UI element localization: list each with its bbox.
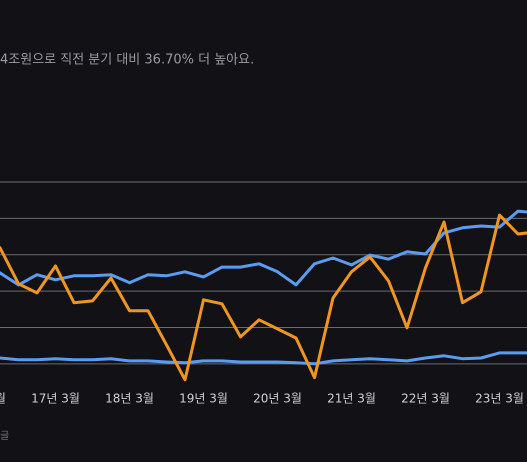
x-tick-label: 20년 3월	[253, 392, 302, 406]
x-tick-label: 21년 3월	[327, 392, 376, 406]
x-tick-label: 19년 3월	[179, 392, 228, 406]
x-tick-label: 17년 3월	[31, 392, 80, 406]
series-line	[0, 351, 527, 366]
x-tick-label: 18년 3월	[105, 392, 154, 406]
footnote: 글	[0, 430, 9, 442]
x-tick-label: 16년 3월	[0, 392, 6, 406]
subtitle: 4조원으로 직전 분기 대비 36.70% 더 높아요.	[0, 53, 254, 68]
series-line	[0, 213, 527, 382]
x-tick-label: 22년 3월	[401, 392, 450, 406]
x-tick-label: 23년 3월	[475, 392, 524, 406]
series-line	[0, 209, 527, 287]
